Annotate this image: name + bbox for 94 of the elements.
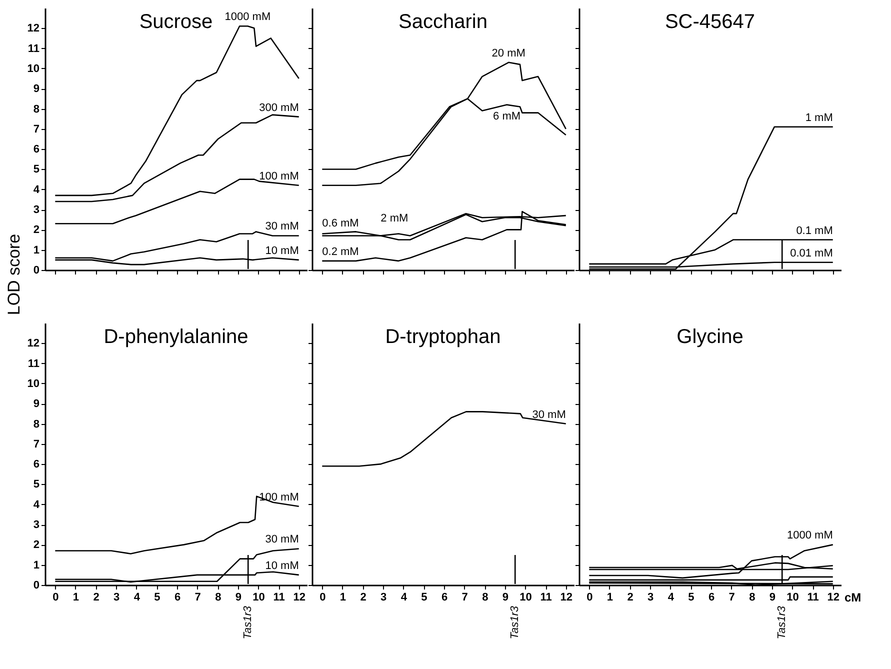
series-label: 20 mM bbox=[492, 47, 526, 60]
ref-line-label: Tas1r3 bbox=[242, 605, 254, 640]
x-tick-label: 9 bbox=[769, 592, 776, 604]
x-tick-label: 6 bbox=[174, 592, 181, 604]
legend-label: 30 mM bbox=[265, 220, 299, 233]
x-tick-label: 7 bbox=[462, 592, 468, 604]
x-tick-label: 1 bbox=[72, 592, 80, 604]
legend-label: 100 mM bbox=[259, 170, 299, 182]
legend-label: 300 mM bbox=[259, 102, 299, 114]
y-tick-label: 1 bbox=[33, 244, 40, 256]
y-tick-label: 10 bbox=[27, 378, 40, 390]
series-label: 1000 mM bbox=[224, 11, 271, 24]
x-tick-label: 10 bbox=[252, 592, 265, 604]
x-tick-label: 2 bbox=[627, 592, 634, 604]
x-tick-label: 11 bbox=[807, 592, 819, 604]
x-tick-label: 8 bbox=[215, 592, 222, 604]
x-tick-label: 9 bbox=[235, 592, 242, 604]
x-tick-label: 2 bbox=[360, 592, 366, 604]
legend-label: 100 mM bbox=[259, 491, 299, 504]
x-tick-label: 12 bbox=[293, 592, 306, 604]
x-tick-label: 0 bbox=[586, 592, 593, 604]
x-tick-label: 4 bbox=[400, 592, 408, 604]
x-tick-label: 12 bbox=[560, 592, 572, 604]
x-tick-label: 10 bbox=[786, 592, 799, 604]
series-label: 1 mM bbox=[805, 112, 833, 124]
y-tick-label: 1 bbox=[33, 559, 40, 572]
chart-title: SC-45647 bbox=[664, 11, 756, 33]
chart-title: Saccharin bbox=[398, 11, 488, 33]
y-tick-label: 2 bbox=[33, 224, 40, 236]
y-tick-label: 8 bbox=[33, 103, 40, 116]
series-label: 0.1 mM bbox=[796, 224, 833, 237]
series-label: 0.2 mM bbox=[322, 246, 359, 258]
x-tick-label: 0 bbox=[320, 592, 326, 604]
x-tick-label: 4 bbox=[134, 592, 141, 604]
chart-title: Sucrose bbox=[139, 11, 213, 33]
y-tick-label: 0 bbox=[33, 264, 40, 276]
x-tick-label: 3 bbox=[648, 592, 654, 604]
series-label: 1000 mM bbox=[787, 530, 833, 542]
y-tick-label: 5 bbox=[33, 478, 40, 491]
y-tick-label: 3 bbox=[33, 519, 40, 532]
y-tick-label: 4 bbox=[33, 184, 40, 196]
y-tick-label: 2 bbox=[33, 539, 40, 552]
y-tick-label: 9 bbox=[33, 83, 40, 96]
y-tick-label: 7 bbox=[33, 438, 40, 450]
x-tick-label: 6 bbox=[441, 592, 448, 604]
x-tick-label: 7 bbox=[728, 592, 735, 604]
y-tick-label: 0 bbox=[33, 580, 40, 592]
x-tick-label: 3 bbox=[114, 592, 120, 604]
y-tick-label: 4 bbox=[33, 498, 40, 511]
y-tick-label: 11 bbox=[28, 42, 40, 55]
series-label: 6 mM bbox=[493, 110, 521, 123]
x-tick-label: 8 bbox=[749, 592, 756, 604]
x-tick-label: 4 bbox=[668, 592, 675, 604]
y-tick-label: 6 bbox=[33, 458, 40, 471]
y-tick-label: 5 bbox=[33, 164, 40, 176]
x-axis-title: cM bbox=[844, 590, 862, 604]
y-tick-label: 7 bbox=[33, 123, 40, 136]
y-tick-label: 12 bbox=[27, 22, 40, 35]
chart-title: D-phenylalanine bbox=[104, 326, 248, 348]
x-tick-label: 10 bbox=[520, 592, 532, 604]
x-tick-label: 1 bbox=[606, 592, 614, 604]
x-tick-label: 5 bbox=[421, 592, 428, 604]
y-tick-label: 3 bbox=[33, 204, 40, 216]
legend-label: 10 mM bbox=[265, 560, 299, 572]
x-tick-label: 3 bbox=[380, 592, 387, 604]
x-tick-label: 2 bbox=[93, 592, 100, 604]
x-tick-label: 8 bbox=[482, 592, 488, 604]
series-label: 0.01 mM bbox=[790, 247, 833, 260]
x-tick-label: 0 bbox=[52, 592, 59, 604]
series-label: 30 mM bbox=[532, 408, 566, 421]
x-tick-label: 12 bbox=[827, 592, 840, 604]
x-tick-label: 9 bbox=[502, 592, 509, 604]
y-tick-label: 6 bbox=[33, 144, 40, 156]
ref-line-label: Tas1r3 bbox=[776, 605, 788, 640]
x-tick-label: 6 bbox=[708, 592, 715, 604]
y-tick-label: 11 bbox=[28, 358, 40, 370]
y-axis-title: LOD score bbox=[4, 234, 24, 316]
x-tick-label: 7 bbox=[194, 592, 201, 604]
chart-title: Glycine bbox=[676, 326, 744, 348]
chart-title: D-tryptophan bbox=[385, 326, 501, 348]
y-tick-label: 12 bbox=[27, 338, 40, 350]
x-tick-label: 11 bbox=[540, 592, 552, 604]
ref-line-label: Tas1r3 bbox=[509, 605, 522, 640]
x-tick-label: 5 bbox=[154, 592, 160, 604]
x-tick-label: 1 bbox=[340, 592, 346, 604]
y-tick-label: 10 bbox=[27, 62, 40, 75]
y-tick-label: 9 bbox=[33, 398, 40, 410]
series-label: 0.6 mM bbox=[322, 218, 359, 230]
series-label: 2 mM bbox=[380, 212, 408, 225]
x-tick-label: 5 bbox=[688, 592, 694, 604]
legend-label: 10 mM bbox=[265, 244, 299, 257]
y-tick-label: 8 bbox=[33, 418, 40, 430]
legend-label: 30 mM bbox=[265, 534, 299, 546]
x-tick-label: 11 bbox=[273, 592, 285, 604]
